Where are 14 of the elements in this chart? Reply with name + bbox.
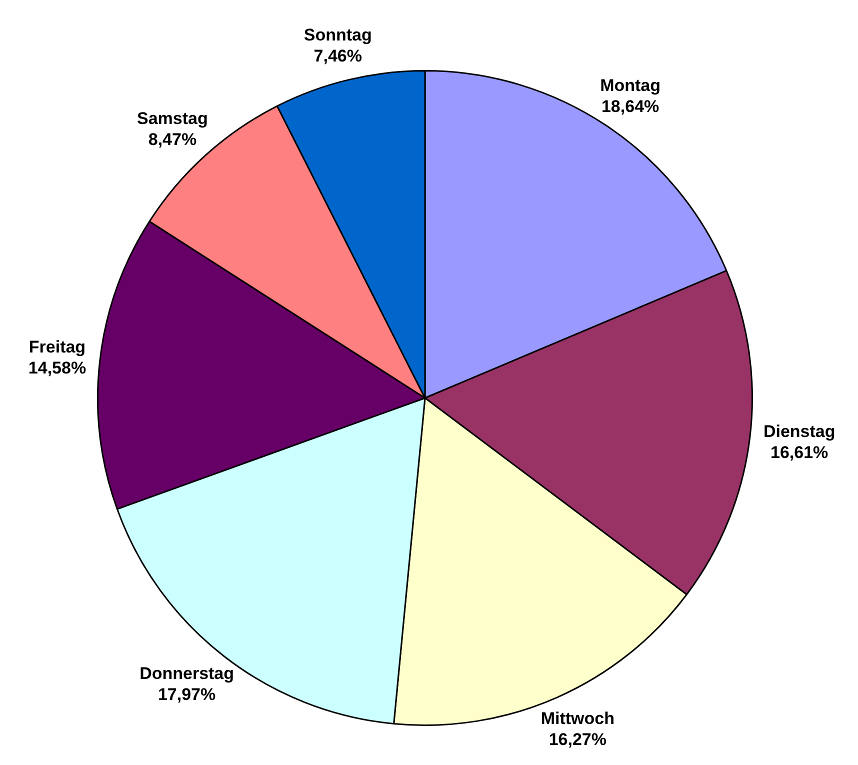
data-label: 16,61% <box>770 442 828 462</box>
data-label: 14,58% <box>28 358 86 378</box>
slice-label: Freitag <box>28 337 86 356</box>
slice-label: Donnerstag <box>140 664 234 683</box>
data-label: 7,46% <box>314 46 362 66</box>
slice-label: Samstag <box>137 108 208 128</box>
slice-label: Sonntag <box>304 25 372 44</box>
slice-label: Mittwoch <box>540 709 614 728</box>
slice-label: Dienstag <box>763 422 836 441</box>
slice-label: Montag <box>600 76 661 95</box>
data-label: 18,64% <box>601 96 660 116</box>
data-label: 16,27% <box>548 730 606 750</box>
data-label: 8,47% <box>148 130 197 149</box>
data-label: 17,97% <box>158 684 216 704</box>
